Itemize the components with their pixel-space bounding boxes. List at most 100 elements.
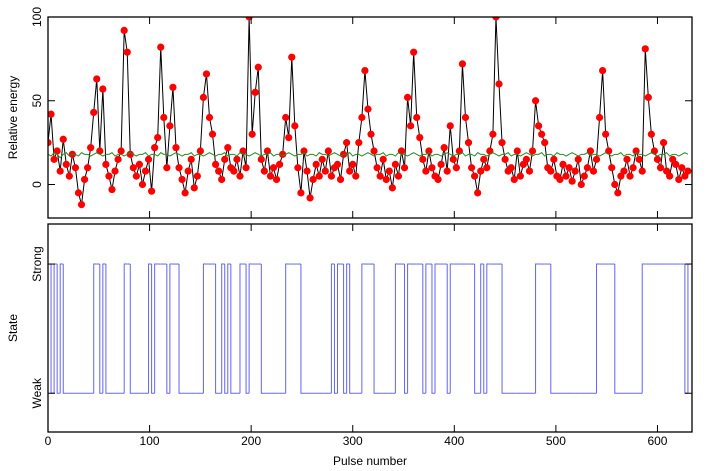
energy-point xyxy=(160,113,168,122)
energy-point xyxy=(336,175,345,184)
energy-point xyxy=(56,167,64,175)
energy-point xyxy=(181,189,189,197)
x-tick-label: 400 xyxy=(444,434,464,448)
energy-point xyxy=(675,175,683,184)
energy-point xyxy=(568,177,576,185)
state-step xyxy=(148,263,152,394)
energy-point xyxy=(309,175,317,184)
y-axis-label: State xyxy=(6,314,20,342)
energy-point xyxy=(272,175,281,184)
state-step xyxy=(300,264,304,394)
state-step xyxy=(349,264,353,394)
state-step xyxy=(154,263,158,394)
energy-point xyxy=(653,155,662,163)
y-axis-label: Relative energy xyxy=(6,76,20,159)
energy-point xyxy=(248,130,256,138)
baseline-line xyxy=(48,152,689,159)
state-step xyxy=(501,264,506,394)
state-step xyxy=(260,264,265,394)
x-tick-label: 600 xyxy=(647,434,667,448)
x-tick-label: 100 xyxy=(140,434,160,448)
state-step xyxy=(343,264,347,394)
state-step xyxy=(596,263,600,394)
energy-point xyxy=(446,122,454,130)
energy-point xyxy=(163,164,171,172)
x-tick-label: 300 xyxy=(343,434,363,448)
state-step xyxy=(202,263,207,394)
energy-point xyxy=(513,147,521,155)
energy-point xyxy=(656,164,665,172)
energy-point xyxy=(279,150,287,158)
energy-point xyxy=(141,167,150,175)
energy-point xyxy=(531,97,540,105)
energy-point xyxy=(403,93,412,101)
energy-point xyxy=(574,155,582,163)
state-step xyxy=(431,264,436,394)
energy-point xyxy=(385,167,393,175)
state-step xyxy=(404,264,408,394)
energy-point xyxy=(154,134,162,142)
energy-point xyxy=(138,180,147,189)
energy-point xyxy=(99,85,107,93)
energy-point xyxy=(157,43,165,51)
energy-point xyxy=(464,139,473,147)
state-step xyxy=(105,264,109,394)
energy-point xyxy=(333,160,342,168)
state-step xyxy=(483,264,487,394)
energy-point xyxy=(626,172,634,180)
energy-point xyxy=(80,175,89,184)
state-step xyxy=(62,264,67,394)
state-step xyxy=(346,263,350,394)
energy-point xyxy=(595,113,604,122)
energy-point xyxy=(516,172,524,180)
energy-point xyxy=(391,160,399,168)
energy-point xyxy=(541,139,549,147)
energy-point xyxy=(291,122,299,130)
energy-point xyxy=(474,189,482,197)
energy-point xyxy=(647,130,655,138)
energy-point xyxy=(218,175,226,184)
energy-point xyxy=(202,70,211,78)
energy-point xyxy=(114,155,122,163)
energy-point xyxy=(254,63,262,71)
state-step xyxy=(486,263,490,394)
energy-point xyxy=(151,144,159,152)
energy-point xyxy=(571,167,579,175)
energy-point xyxy=(599,67,607,75)
energy-point xyxy=(498,139,506,147)
x-tick-label: 500 xyxy=(546,434,566,448)
x-tick-label: 0 xyxy=(45,434,52,448)
energy-point xyxy=(269,164,278,172)
energy-point xyxy=(71,164,80,172)
energy-point xyxy=(108,185,116,194)
energy-point xyxy=(275,160,284,168)
energy-point xyxy=(659,139,668,147)
energy-point xyxy=(129,164,137,172)
state-step xyxy=(227,263,231,394)
energy-point xyxy=(620,167,628,175)
state-step xyxy=(56,264,61,394)
energy-point xyxy=(443,167,451,175)
energy-point xyxy=(440,144,448,152)
state-step xyxy=(336,263,341,394)
energy-point xyxy=(260,167,268,175)
energy-point xyxy=(602,130,610,138)
energy-point xyxy=(48,110,55,118)
state-step xyxy=(394,263,399,394)
state-step xyxy=(239,263,244,394)
energy-point xyxy=(407,122,415,130)
energy-point xyxy=(144,155,153,163)
energy-point xyxy=(77,201,86,209)
energy-point xyxy=(205,113,214,122)
energy-point xyxy=(90,108,98,117)
energy-point xyxy=(635,155,643,163)
energy-point xyxy=(644,93,652,101)
energy-point xyxy=(501,155,509,163)
energy-point xyxy=(62,160,70,168)
energy-point xyxy=(483,164,491,172)
state-step xyxy=(535,263,539,394)
energy-point xyxy=(102,160,110,168)
energy-point xyxy=(666,172,674,180)
energy-point xyxy=(492,17,500,21)
energy-point xyxy=(87,144,95,152)
